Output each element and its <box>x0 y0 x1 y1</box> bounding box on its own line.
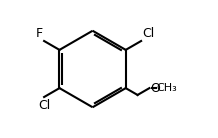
Text: Cl: Cl <box>142 27 155 40</box>
Text: O: O <box>150 82 160 95</box>
Text: F: F <box>36 27 43 40</box>
Text: CH₃: CH₃ <box>157 83 177 93</box>
Text: Cl: Cl <box>38 99 50 112</box>
